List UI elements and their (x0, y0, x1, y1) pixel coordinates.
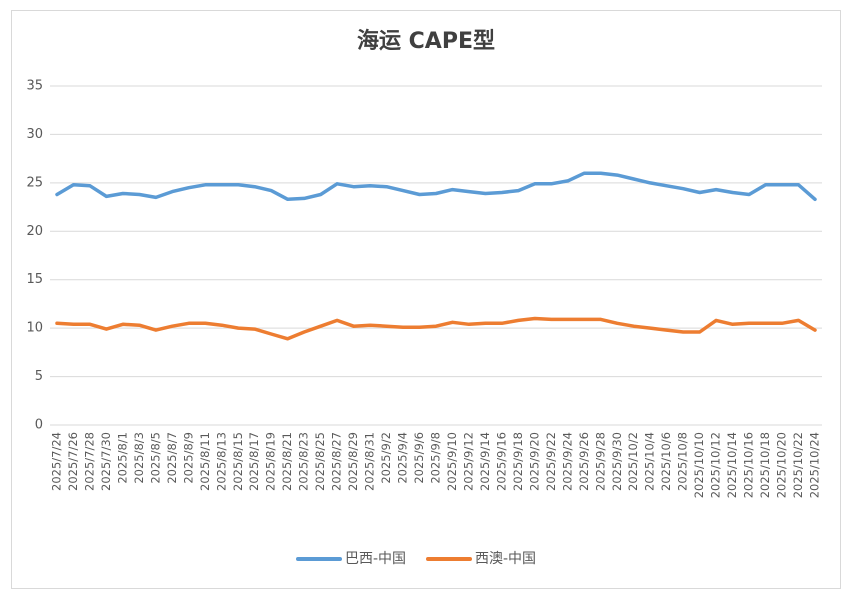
y-tick-label: 10 (26, 321, 43, 336)
x-tick-label: 2025/8/29 (346, 432, 360, 491)
x-tick-label: 2025/10/24 (808, 432, 822, 498)
x-tick-label: 2025/9/18 (511, 432, 525, 491)
y-tick-label: 5 (35, 369, 43, 384)
x-tick-label: 2025/8/7 (165, 432, 179, 484)
legend-label: 巴西-中国 (345, 551, 406, 567)
x-tick-label: 2025/9/26 (577, 432, 591, 491)
x-tick-label: 2025/9/6 (412, 432, 426, 484)
x-tick-label: 2025/10/10 (692, 432, 706, 498)
x-tick-label: 2025/8/15 (231, 432, 245, 491)
x-tick-label: 2025/8/19 (264, 432, 278, 491)
chart-title: 海运 CAPE型 (357, 28, 495, 54)
x-tick-label: 2025/9/28 (593, 432, 607, 491)
x-tick-label: 2025/9/24 (560, 432, 574, 491)
x-tick-label: 2025/8/31 (363, 432, 377, 491)
x-tick-label: 2025/8/23 (297, 432, 311, 491)
x-tick-label: 2025/9/22 (544, 432, 558, 491)
y-tick-label: 30 (26, 127, 43, 142)
y-tick-label: 20 (26, 224, 43, 239)
x-tick-label: 2025/8/5 (148, 432, 162, 484)
y-tick-label: 15 (26, 272, 43, 287)
x-tick-label: 2025/8/27 (330, 432, 344, 491)
x-tick-label: 2025/7/26 (66, 432, 80, 491)
x-tick-label: 2025/9/30 (610, 432, 624, 491)
x-tick-label: 2025/8/17 (247, 432, 261, 491)
x-tick-label: 2025/9/14 (478, 432, 492, 491)
x-tick-label: 2025/10/22 (791, 432, 805, 498)
x-tick-label: 2025/9/16 (494, 432, 508, 491)
x-tick-label: 2025/10/14 (725, 432, 739, 498)
y-tick-label: 25 (26, 175, 43, 190)
x-tick-label: 2025/9/8 (429, 432, 443, 484)
x-tick-label: 2025/10/20 (775, 432, 789, 498)
x-tick-label: 2025/10/12 (709, 432, 723, 498)
x-tick-label: 2025/10/4 (643, 432, 657, 491)
x-tick-label: 2025/10/16 (742, 432, 756, 498)
x-tick-label: 2025/8/21 (280, 432, 294, 491)
x-tick-label: 2025/9/20 (527, 432, 541, 491)
legend-label: 西澳-中国 (475, 551, 536, 567)
x-tick-label: 2025/10/8 (676, 432, 690, 491)
x-tick-label: 2025/9/2 (379, 432, 393, 484)
x-tick-label: 2025/9/4 (396, 432, 410, 484)
y-tick-label: 35 (26, 79, 43, 94)
x-tick-label: 2025/10/2 (626, 432, 640, 491)
x-tick-label: 2025/8/9 (181, 432, 195, 484)
x-tick-label: 2025/9/12 (461, 432, 475, 491)
chart-border (11, 10, 841, 589)
x-tick-label: 2025/7/28 (82, 432, 96, 491)
series-line (55, 171, 817, 202)
series-line (55, 316, 817, 341)
x-tick-label: 2025/7/24 (50, 432, 64, 491)
x-tick-label: 2025/8/1 (115, 432, 129, 484)
x-tick-label: 2025/8/13 (214, 432, 228, 491)
x-tick-label: 2025/8/25 (313, 432, 327, 491)
x-tick-label: 2025/10/6 (659, 432, 673, 491)
y-tick-label: 0 (35, 418, 43, 433)
x-tick-label: 2025/10/18 (758, 432, 772, 498)
x-tick-label: 2025/7/30 (99, 432, 113, 491)
x-tick-label: 2025/8/3 (132, 432, 146, 484)
x-tick-label: 2025/8/11 (198, 432, 212, 491)
x-tick-label: 2025/9/10 (445, 432, 459, 491)
